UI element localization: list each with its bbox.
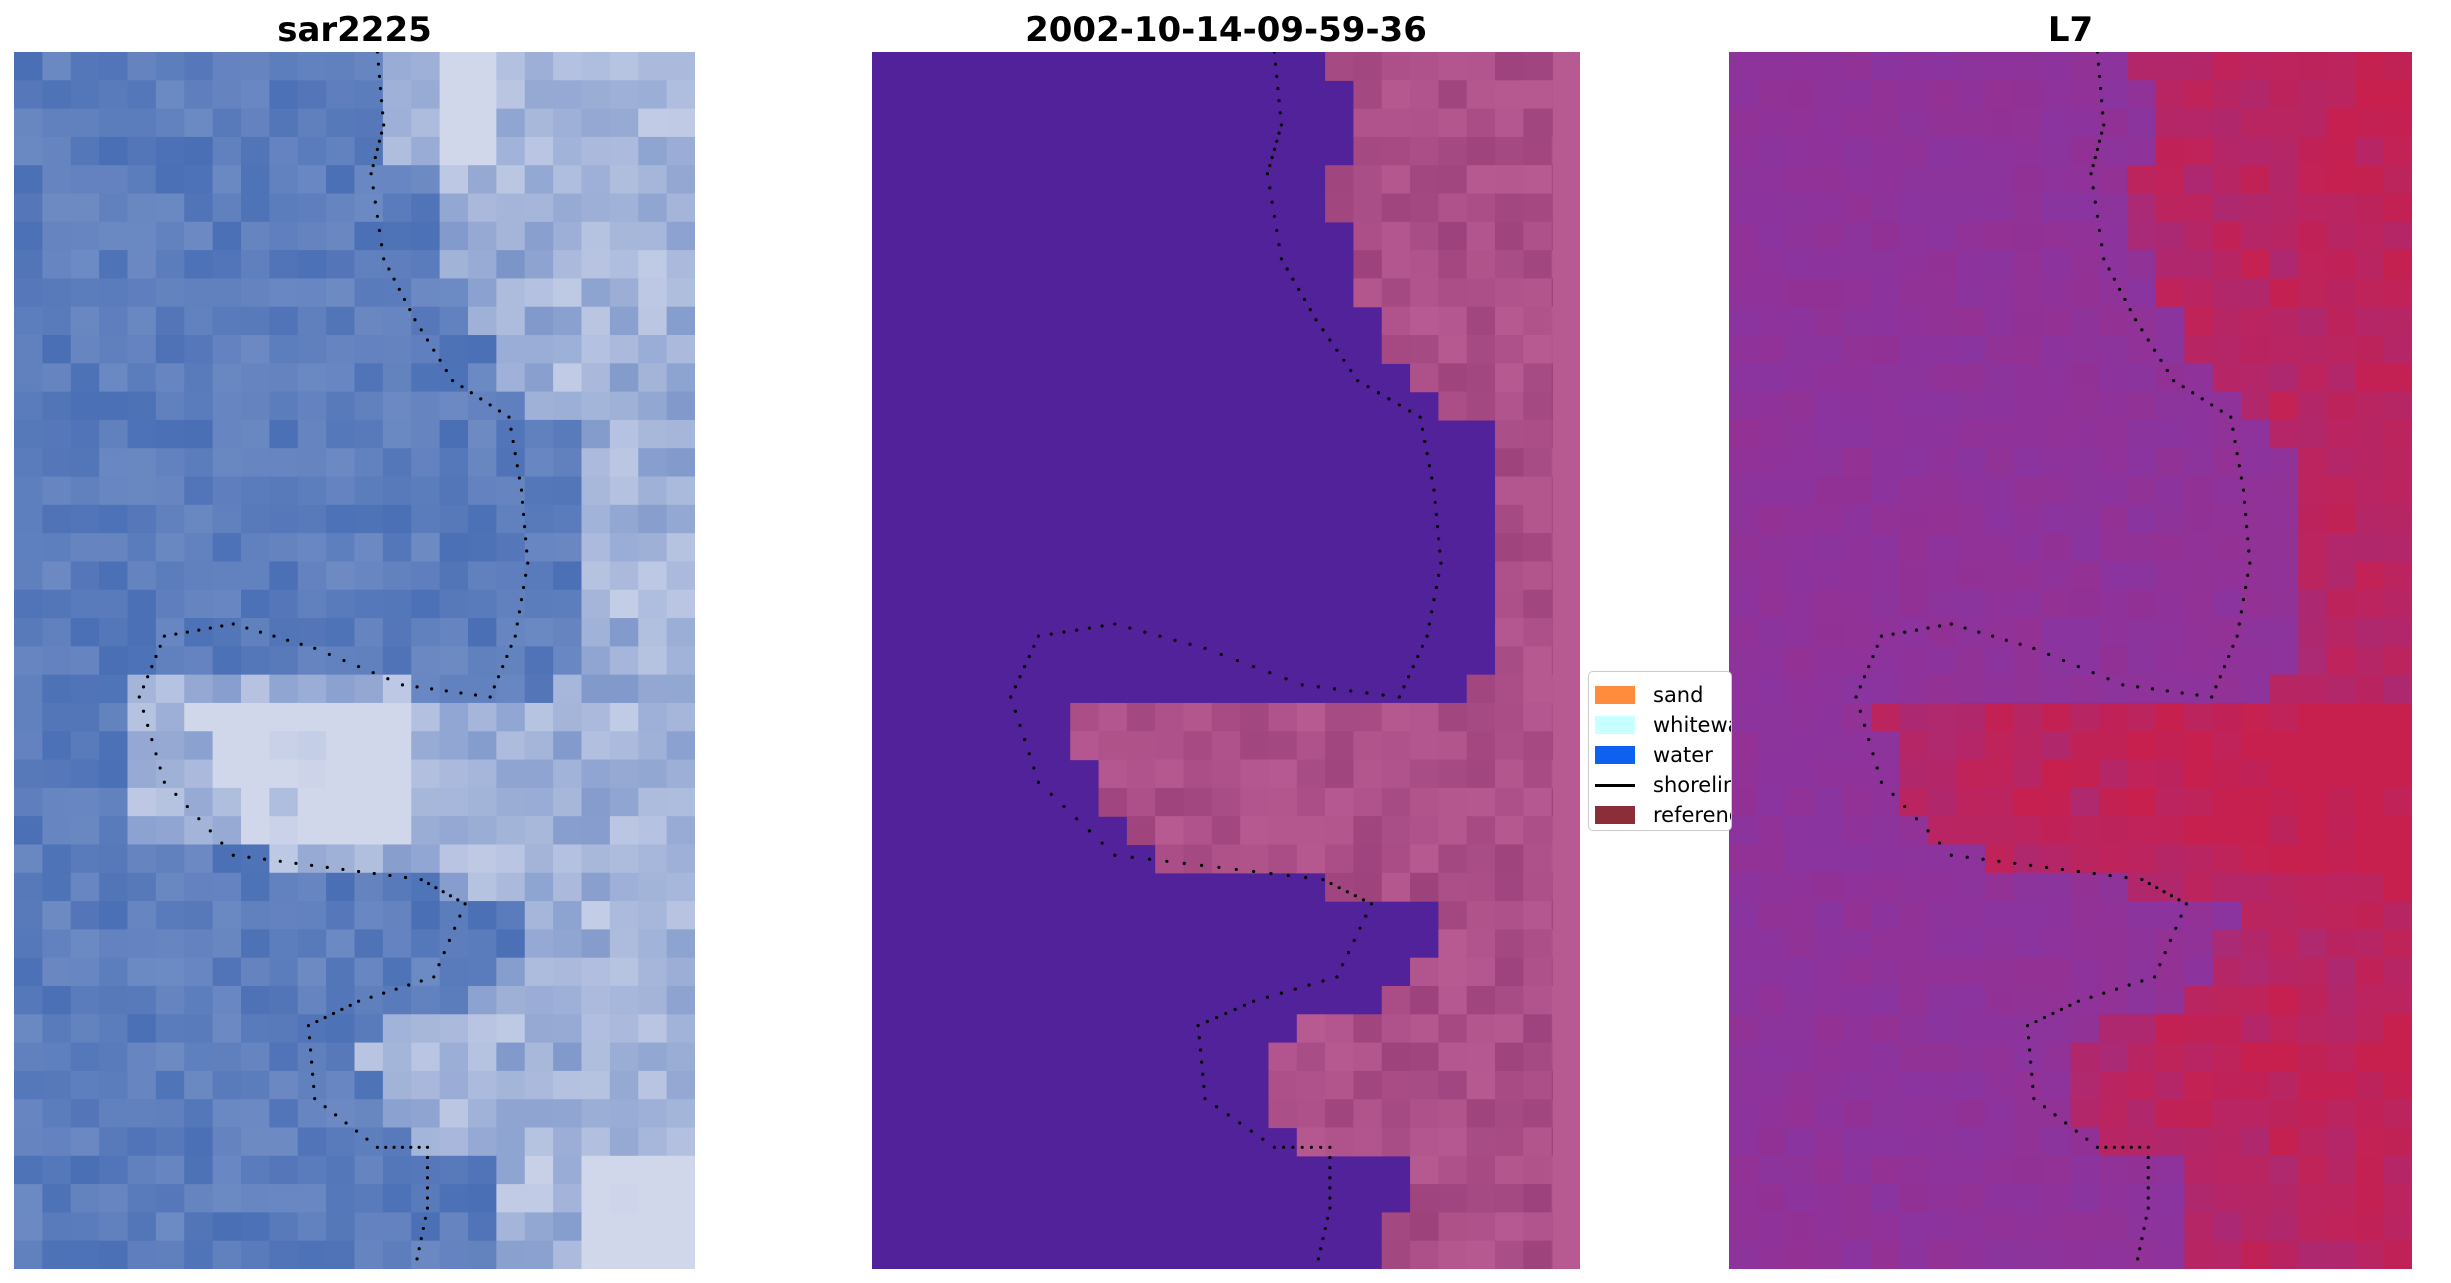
legend-label-reference: reference: [1653, 803, 1731, 827]
legend-label-whitewater: whitewater: [1653, 713, 1731, 737]
legend-item-shoreline: shoreline: [1595, 770, 1731, 800]
legend-line-shoreline: [1595, 783, 1635, 787]
legend-item-sand: sand: [1595, 680, 1731, 710]
legend-item-whitewater: whitewater: [1595, 710, 1731, 740]
legend-swatch-reference: [1595, 806, 1635, 824]
legend-item-reference: reference: [1595, 800, 1731, 830]
rgb-image-panel: [14, 52, 695, 1269]
panel-title-rgb: sar2225: [277, 10, 432, 50]
legend-label-water: water: [1653, 743, 1713, 767]
legend: sand whitewater water shoreline referenc…: [1588, 671, 1732, 831]
legend-swatch-sand: [1595, 686, 1635, 704]
classified-image-panel: [872, 52, 1580, 1269]
panel-title-classified: 2002-10-14-09-59-36: [1025, 10, 1427, 50]
panel-title-index: L7: [2047, 10, 2094, 50]
legend-item-water: water: [1595, 740, 1731, 770]
legend-label-shoreline: shoreline: [1653, 773, 1731, 797]
legend-label-sand: sand: [1653, 683, 1704, 707]
index-image-panel: [1729, 52, 2412, 1269]
legend-swatch-whitewater: [1595, 716, 1635, 734]
legend-swatch-water: [1595, 746, 1635, 764]
